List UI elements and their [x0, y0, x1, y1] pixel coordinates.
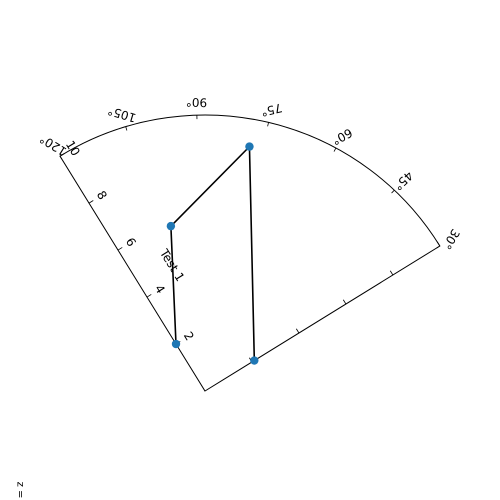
data-point — [171, 339, 181, 349]
theta-tick — [267, 122, 269, 127]
theta-tick-label: 60° — [329, 125, 354, 147]
theta-tick — [436, 245, 441, 249]
data-point — [250, 356, 259, 365]
r-tick — [59, 153, 65, 157]
r-tick — [389, 270, 394, 276]
r-tick-label: 6 — [123, 235, 139, 249]
data-point — [245, 142, 254, 151]
data-point — [166, 221, 176, 231]
r-tick — [146, 294, 152, 298]
theta-tick-label: 90° — [186, 95, 208, 110]
theta-tick — [391, 189, 395, 194]
theta-tick-label: 105° — [106, 103, 138, 125]
r-tick — [436, 241, 441, 247]
theta-tick — [125, 126, 128, 131]
corner-label: z = — [15, 482, 26, 499]
tick-marks — [59, 115, 441, 363]
r-axis-label: Test 1 — [156, 246, 187, 284]
theta-tick — [333, 147, 337, 152]
r-tick-label: 2 — [181, 329, 197, 343]
r-tick — [342, 299, 347, 305]
theta-tick-label: 45° — [391, 168, 416, 193]
theta-tick-label: 75° — [260, 101, 284, 120]
series-line — [170, 144, 256, 361]
r-tick-label: 8 — [94, 188, 110, 202]
r-tick — [88, 200, 94, 204]
data-series — [166, 142, 259, 365]
theta-tick — [59, 155, 63, 160]
r-tick-label: 4 — [152, 282, 168, 296]
r-tick — [117, 247, 123, 251]
r-tick — [295, 328, 300, 334]
r-tick-label: 10 — [63, 138, 83, 158]
theta-tick-label: 30° — [439, 226, 462, 251]
